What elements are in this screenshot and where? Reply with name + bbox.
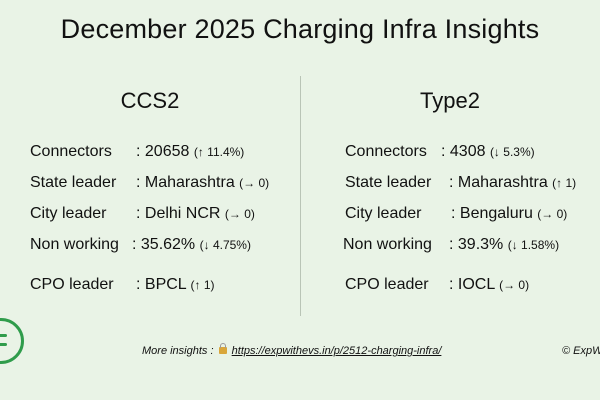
ccs2-connectors-label: Connectors <box>30 143 112 160</box>
ccs2-non-working-label: Non working <box>30 236 119 253</box>
ccs2-connectors-change: (↑ 11.4%) <box>193 145 245 159</box>
footer-prefix: More insights : <box>142 345 214 357</box>
ccs2-state-leader-label: State leader <box>30 174 117 191</box>
lock-icon <box>218 343 227 354</box>
ccs2-cpo-leader-value: : BPCL (↑ 1) <box>136 276 215 293</box>
type2-state-leader-change: (↑ 1) <box>552 176 577 190</box>
insights-link[interactable]: https://expwithevs.in/p/2512-charging-in… <box>231 345 442 357</box>
type2-connectors-value: : 4308 (↓ 5.3%) <box>441 143 535 160</box>
type2-city-leader-change: (→ 0) <box>537 207 568 221</box>
column-divider <box>300 76 301 316</box>
type2-column: Type2 Connectors : 4308 (↓ 5.3%) State l… <box>300 0 600 340</box>
ccs2-heading: CCS2 <box>120 88 180 113</box>
type2-connectors-change: (↓ 5.3%) <box>489 145 535 159</box>
ccs2-city-leader-label: City leader <box>30 205 107 222</box>
ccs2-cpo-leader-label: CPO leader <box>30 276 114 293</box>
ccs2-state-leader-change: (→ 0) <box>239 176 270 190</box>
ccs2-state-leader-value: : Maharashtra (→ 0) <box>136 174 270 191</box>
type2-city-leader-label: City leader <box>345 205 422 222</box>
ccs2-column: CCS2 Connectors : 20658 (↑ 11.4%) State … <box>0 0 300 340</box>
ccs2-cpo-leader-change: (↑ 1) <box>190 278 215 292</box>
copyright-text: © ExpW <box>562 345 600 357</box>
type2-heading: Type2 <box>420 88 480 113</box>
ccs2-city-leader-value: : Delhi NCR (→ 0) <box>136 205 255 222</box>
ccs2-city-leader-change: (→ 0) <box>224 207 255 221</box>
type2-connectors-label: Connectors <box>345 143 427 160</box>
type2-cpo-leader-value: : IOCL (→ 0) <box>449 276 530 293</box>
type2-non-working-value: : 39.3% (↓ 1.58%) <box>449 236 560 253</box>
ccs2-non-working-change: (↓ 4.75%) <box>199 238 251 252</box>
page-title: December 2025 Charging Infra Insights <box>60 14 540 44</box>
type2-city-leader-value: : Bengaluru (→ 0) <box>451 205 568 222</box>
ccs2-connectors-value: : 20658 (↑ 11.4%) <box>136 143 245 160</box>
type2-non-working-label: Non working <box>343 236 432 253</box>
type2-state-leader-value: : Maharashtra (↑ 1) <box>449 174 577 191</box>
ccs2-non-working-value: : 35.62% (↓ 4.75%) <box>132 236 251 253</box>
type2-non-working-change: (↓ 1.58%) <box>507 238 560 252</box>
footer-insights: More insights : https://expwithevs.in/p/… <box>142 343 442 357</box>
type2-state-leader-label: State leader <box>345 174 432 191</box>
type2-cpo-leader-change: (→ 0) <box>499 278 530 292</box>
type2-cpo-leader-label: CPO leader <box>345 276 429 293</box>
